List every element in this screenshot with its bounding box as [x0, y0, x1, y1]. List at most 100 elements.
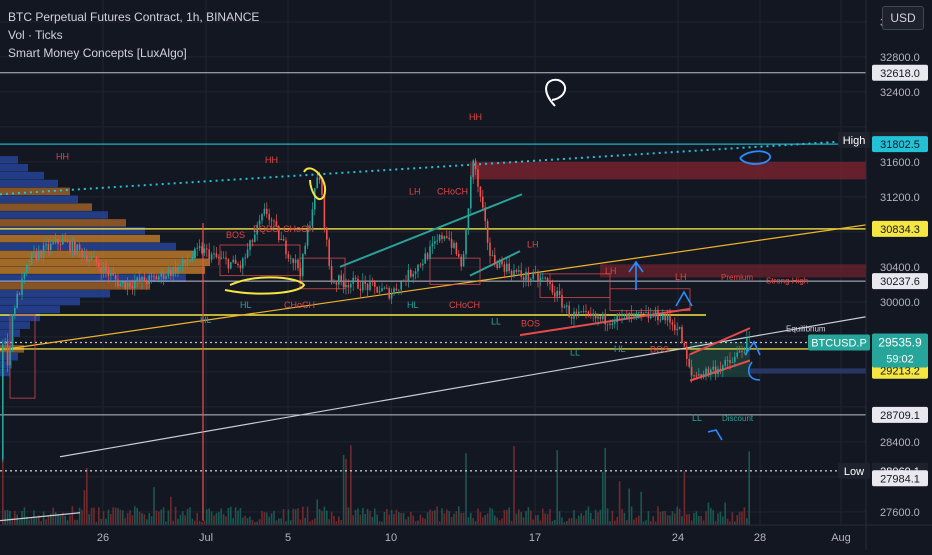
volume-profile-row — [0, 250, 196, 259]
candle — [335, 282, 338, 285]
time-tick-label: 24 — [672, 532, 684, 544]
volume-bar — [539, 520, 542, 525]
candle — [566, 305, 568, 307]
volume-bar — [18, 520, 21, 525]
candle — [98, 262, 100, 267]
candle — [158, 276, 160, 280]
candle — [393, 288, 395, 294]
volume-bar — [645, 520, 647, 525]
candle — [21, 278, 23, 295]
candle — [52, 242, 54, 244]
smc-label: LH — [605, 266, 617, 276]
volume-bar — [273, 510, 275, 525]
price-label-badge — [872, 273, 928, 290]
volume-bar — [292, 508, 294, 525]
candle — [443, 236, 446, 240]
volume-profile-row — [0, 321, 30, 329]
candle — [50, 243, 52, 250]
candle — [388, 288, 390, 299]
smc-labels: HH HH HH LH CHoCH LH LH LH Premium Strong High BOS… — [56, 112, 826, 423]
volume-bar — [532, 519, 534, 525]
volume-bar — [388, 514, 390, 525]
candle — [304, 245, 306, 255]
candle — [357, 278, 359, 289]
candle — [474, 160, 477, 170]
candle — [93, 256, 95, 257]
volume-bar — [446, 509, 448, 525]
price-label-text: 29213.2 — [880, 366, 920, 378]
candle — [412, 273, 414, 277]
volume-bar — [338, 516, 340, 525]
price-label-text: 32618.0 — [880, 68, 920, 80]
candle — [366, 283, 369, 290]
volume-bar — [633, 519, 635, 525]
symbol-title[interactable]: BTC Perpetual Futures Contract, 1h, BINA… — [8, 10, 260, 24]
candle — [210, 254, 213, 260]
candle — [405, 280, 407, 282]
volume-bar — [587, 506, 590, 525]
candle — [479, 186, 482, 197]
candle — [141, 276, 143, 282]
currency-button[interactable]: USD — [882, 6, 924, 30]
smc-indicator-label[interactable]: Smart Money Concepts [LuxAlgo] — [8, 46, 187, 60]
candle — [110, 273, 112, 276]
candle — [2, 344, 4, 460]
volume-indicator-label[interactable]: Vol · Ticks — [8, 28, 63, 42]
volume-bar — [458, 506, 460, 525]
volume-bar — [347, 507, 350, 525]
volume-bar — [237, 510, 239, 525]
smc-label: CHoCH — [449, 300, 480, 310]
volume-bar — [6, 509, 9, 525]
candle — [162, 271, 165, 279]
volume-bar — [515, 513, 518, 525]
price-tick-label: 31200.0 — [880, 192, 920, 204]
countdown-text: 59:02 — [886, 353, 914, 365]
candle — [738, 351, 741, 353]
volume-bar — [489, 507, 491, 525]
volume-bar — [477, 508, 479, 525]
volume-bar — [626, 520, 628, 525]
candle — [306, 229, 309, 246]
smc-label: CHoCH — [284, 300, 315, 310]
candle — [690, 366, 693, 376]
candle — [234, 259, 237, 264]
candle — [570, 317, 573, 319]
volume-bar — [424, 518, 426, 525]
candle — [611, 323, 614, 325]
candle — [196, 247, 198, 249]
volume-bar — [208, 508, 210, 525]
candle — [633, 313, 635, 315]
candle — [100, 266, 102, 274]
volume-bar — [486, 513, 489, 525]
candle — [42, 245, 45, 258]
candle — [491, 255, 494, 256]
volume-profile-row — [0, 353, 18, 361]
volume-bar — [570, 518, 573, 525]
volume-bar — [234, 507, 237, 525]
symbol-badge — [808, 334, 870, 351]
price-tick-label: 30000.0 — [880, 297, 920, 309]
candle — [522, 276, 525, 280]
candle — [134, 281, 136, 289]
volume-bar — [746, 518, 748, 525]
volume-bar — [398, 512, 400, 525]
smc-label: LL — [692, 413, 702, 423]
price-tick-label: 28400.0 — [880, 437, 920, 449]
volume-bar — [657, 506, 659, 525]
smc-label: LL — [570, 347, 580, 357]
candle — [314, 188, 316, 210]
smc-label: LH — [527, 240, 539, 250]
volume-bar — [122, 510, 124, 525]
candle — [371, 281, 374, 283]
candle — [417, 264, 419, 272]
volume-bar — [50, 513, 52, 525]
volume-bar — [726, 518, 729, 525]
candle — [246, 249, 249, 258]
candle — [518, 270, 520, 272]
drawings — [224, 78, 771, 441]
volume-bar — [383, 511, 386, 525]
candle — [328, 239, 330, 266]
structure-box — [429, 257, 481, 285]
